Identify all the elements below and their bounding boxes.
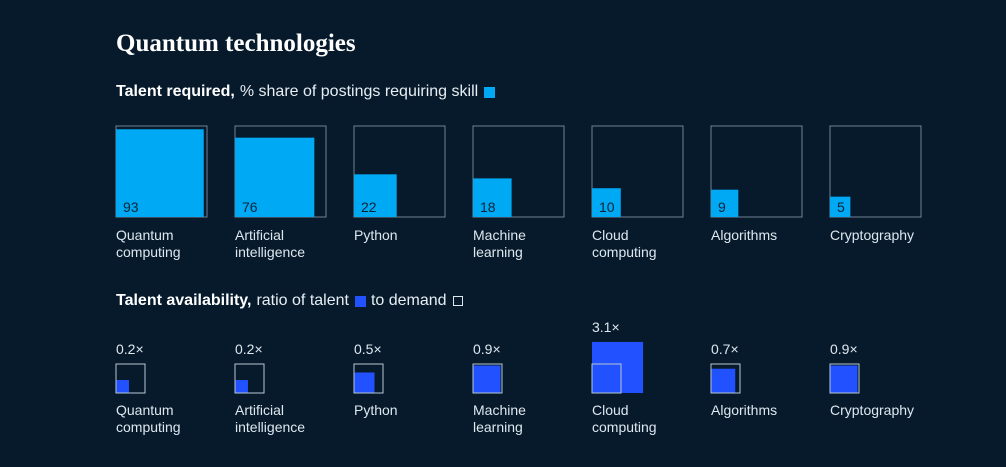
availability-bar — [473, 365, 501, 393]
required-value-label: 10 — [599, 199, 615, 215]
demand-outline-box — [353, 363, 384, 394]
availability-category-label: Quantum — [116, 402, 174, 418]
talent-legend-swatch — [354, 295, 366, 307]
demand-legend-text: to demand — [370, 292, 447, 309]
required-outline-box — [591, 125, 684, 218]
demand-outline-box — [472, 363, 503, 394]
availability-bar — [116, 380, 129, 393]
availability-value-label: 0.5× — [354, 341, 382, 357]
required-category-label: Cryptography — [830, 227, 914, 243]
required-category-label: learning — [473, 244, 523, 260]
required-category-label: Algorithms — [711, 227, 777, 243]
availability-bar — [711, 368, 736, 393]
availability-value-label: 0.2× — [235, 341, 263, 357]
availability-category-label: computing — [116, 419, 181, 435]
required-value-label: 76 — [242, 199, 258, 215]
required-category-label: computing — [592, 244, 657, 260]
availability-category-label: Machine — [473, 402, 526, 418]
required-bar — [116, 129, 204, 217]
availability-category-label: Algorithms — [711, 402, 777, 418]
demand-legend-swatch — [452, 296, 463, 306]
required-category-label: computing — [116, 244, 181, 260]
required-value-label: 93 — [123, 199, 139, 215]
required-outline-box — [710, 125, 803, 218]
required-value-label: 9 — [718, 199, 726, 215]
talent-required-heading: Talent required, — [116, 83, 235, 100]
talent-required-subtitle: Talent required, % share of postings req… — [116, 83, 496, 101]
required-bar — [592, 188, 621, 217]
required-value-label: 22 — [361, 199, 377, 215]
availability-value-label: 3.1× — [592, 319, 620, 335]
availability-category-label: Python — [354, 402, 398, 418]
availability-value-label: 0.9× — [473, 341, 501, 357]
talent-required-description: % share of postings requiring skill — [239, 83, 479, 100]
demand-outline-box — [591, 363, 622, 394]
required-bar — [830, 196, 851, 217]
demand-outline-box — [829, 363, 860, 394]
availability-category-label: Cloud — [592, 402, 629, 418]
availability-value-label: 0.2× — [116, 341, 144, 357]
availability-bar — [592, 341, 644, 393]
availability-category-label: Cryptography — [830, 402, 914, 418]
availability-bar — [830, 365, 858, 393]
required-outline-box — [829, 125, 922, 218]
required-category-label: intelligence — [235, 244, 305, 260]
demand-outline-box — [115, 363, 146, 394]
required-bar — [354, 174, 397, 217]
availability-value-label: 0.7× — [711, 341, 739, 357]
availability-value-label: 0.9× — [830, 341, 858, 357]
required-outline-box — [472, 125, 565, 218]
required-legend-swatch — [484, 86, 496, 98]
availability-category-label: Artificial — [235, 402, 284, 418]
required-category-label: Machine — [473, 227, 526, 243]
talent-availability-heading: Talent availability, — [116, 292, 252, 309]
availability-category-label: learning — [473, 419, 523, 435]
talent-availability-description: ratio of talent — [256, 292, 349, 309]
required-bar — [711, 189, 739, 217]
required-category-label: Cloud — [592, 227, 629, 243]
required-outline-box — [353, 125, 446, 218]
demand-outline-box — [710, 363, 741, 394]
required-category-label: Python — [354, 227, 398, 243]
availability-category-label: intelligence — [235, 419, 305, 435]
required-bar — [473, 178, 512, 217]
required-value-label: 18 — [480, 199, 496, 215]
talent-availability-subtitle: Talent availability, ratio of talent to … — [116, 292, 463, 310]
chart-title: Quantum technologies — [116, 30, 356, 57]
availability-category-label: computing — [592, 419, 657, 435]
availability-bar — [354, 372, 375, 393]
demand-outline-box — [234, 363, 265, 394]
required-category-label: Artificial — [235, 227, 284, 243]
required-bar — [235, 137, 315, 217]
required-value-label: 5 — [837, 199, 845, 215]
availability-bar — [235, 380, 248, 393]
required-category-label: Quantum — [116, 227, 174, 243]
